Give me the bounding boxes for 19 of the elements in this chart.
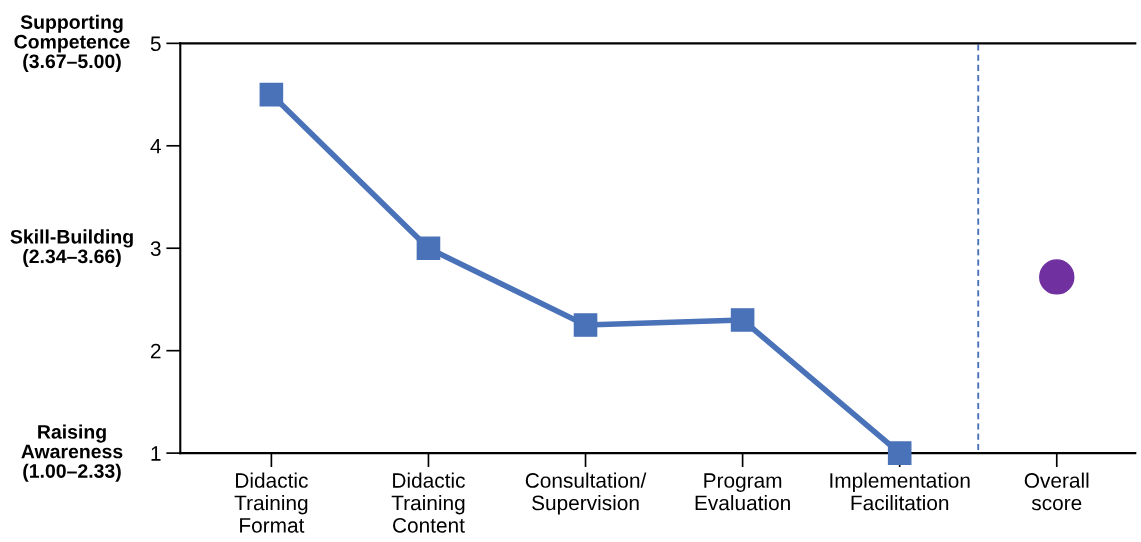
x-tick-label: Program Evaluation xyxy=(695,473,790,511)
point xyxy=(887,441,912,465)
point xyxy=(259,82,284,107)
x-tick-label: Didactic Training Content xyxy=(391,472,465,533)
y-tick-label: 1 xyxy=(151,446,161,461)
y-tick-label: 4 xyxy=(150,139,161,154)
text: Supporting Competence (3.67–5.00) xyxy=(14,14,130,72)
y-tick-label: 2 xyxy=(150,343,161,359)
x-tick-label: Implementation Facilitation xyxy=(830,472,970,511)
x-tick-label: Didactic Training Format xyxy=(234,472,308,533)
x-tick-label: Consultation/ Supervision xyxy=(525,472,647,515)
text: Skill-Building (2.34–3.66) xyxy=(10,229,133,268)
text: Raising Awareness (1.00–2.33) xyxy=(21,424,123,482)
point xyxy=(573,313,598,337)
y-tick-label: 5 xyxy=(150,36,161,52)
point xyxy=(416,236,441,261)
x-tick-label: Overall score xyxy=(1024,472,1089,511)
point xyxy=(730,308,755,332)
y-tick-label: 3 xyxy=(150,241,161,256)
